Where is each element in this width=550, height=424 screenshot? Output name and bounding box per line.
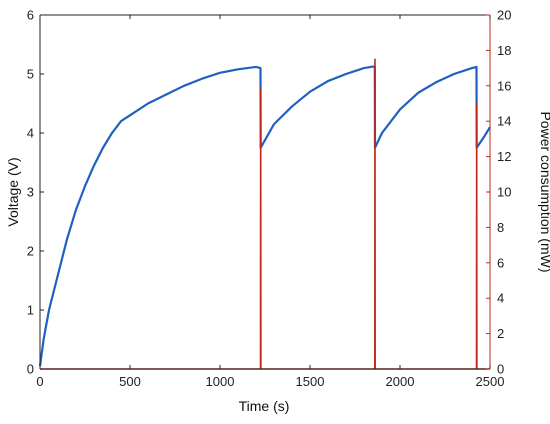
right-y-axis-ticks: 0 2 4 6 8 10 12 14 16 18 20 bbox=[486, 8, 511, 377]
left-y-tick-label: 1 bbox=[27, 303, 34, 318]
left-y-tick-label: 3 bbox=[27, 185, 34, 200]
right-y-tick-label: 4 bbox=[497, 291, 504, 306]
plot-area bbox=[38, 14, 491, 370]
x-tick-label: 0 bbox=[36, 374, 43, 389]
x-tick-label: 500 bbox=[119, 374, 141, 389]
right-y-tick-label: 10 bbox=[497, 185, 511, 200]
left-y-axis-ticks: 0 1 2 3 4 5 6 bbox=[27, 8, 44, 377]
left-y-tick-label: 0 bbox=[27, 362, 34, 377]
left-y-tick-label: 2 bbox=[27, 244, 34, 259]
left-y-tick-label: 5 bbox=[27, 67, 34, 82]
right-y-tick-label: 2 bbox=[497, 326, 504, 341]
power-series-line bbox=[40, 58, 490, 370]
right-y-tick-label: 0 bbox=[497, 362, 504, 377]
right-y-tick-label: 16 bbox=[497, 78, 511, 93]
left-y-tick-label: 4 bbox=[27, 126, 34, 141]
right-y-tick-label: 18 bbox=[497, 43, 511, 58]
right-y-tick-label: 12 bbox=[497, 149, 511, 164]
right-y-tick-label: 20 bbox=[497, 8, 511, 23]
x-tick-label: 1000 bbox=[206, 374, 235, 389]
x-axis-ticks: 0 500 1000 1500 2000 2500 bbox=[36, 15, 504, 389]
voltage-series-line bbox=[38, 65, 491, 367]
x-tick-label: 1500 bbox=[296, 374, 325, 389]
x-tick-label: 2500 bbox=[476, 374, 505, 389]
right-y-axis-title: Power consumption (mW) bbox=[538, 111, 550, 272]
x-axis-title: Time (s) bbox=[239, 398, 290, 414]
right-y-tick-label: 8 bbox=[497, 220, 504, 235]
left-y-axis-title: Voltage (V) bbox=[5, 157, 21, 226]
x-tick-label: 2000 bbox=[386, 374, 415, 389]
right-y-tick-label: 6 bbox=[497, 255, 504, 270]
right-y-tick-label: 14 bbox=[497, 114, 511, 129]
left-y-tick-label: 6 bbox=[27, 8, 34, 23]
